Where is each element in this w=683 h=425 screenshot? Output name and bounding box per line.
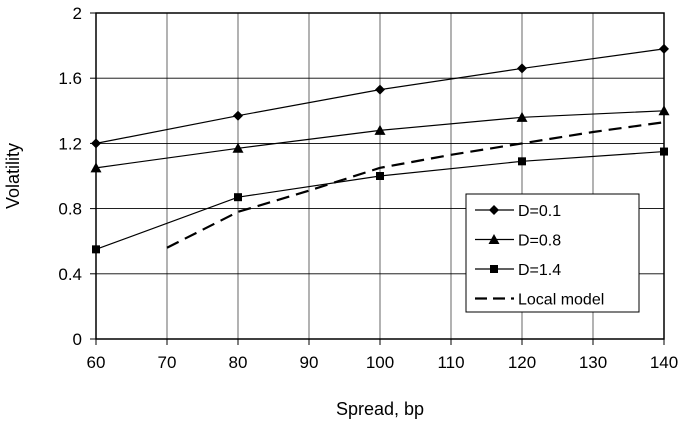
series-line-local-model — [166, 121, 665, 249]
data-point-d-0-1 — [517, 63, 527, 74]
data-point-d-0-8 — [658, 105, 670, 116]
data-point-d-1-4 — [518, 157, 526, 166]
y-tick-label: 0.4 — [58, 265, 82, 284]
x-tick-label: 70 — [158, 353, 177, 372]
series-markers — [90, 43, 670, 254]
legend-label-local-model: Local model — [518, 292, 604, 309]
data-point-d-0-1 — [91, 138, 101, 149]
y-tick-label: 0.8 — [58, 200, 82, 219]
legend-label-d-0-8: D=0.8 — [518, 233, 561, 250]
y-tick-label: 0 — [73, 330, 82, 349]
data-point-d-1-4 — [376, 172, 384, 180]
legend-label-d-0-1: D=0.1 — [518, 203, 561, 220]
legend: D=0.1 D=0.8 D=1.4 Local model — [465, 193, 640, 313]
y-tick-label: 2 — [73, 4, 82, 23]
axis-ticks: 60 70 80 90 100 110 120 130 140 0 0.4 0.8 1.2 1.6 2 — [58, 4, 678, 372]
x-tick-label: 130 — [579, 353, 607, 372]
legend-marker-d-0-1 — [489, 205, 499, 215]
data-point-d-0-8 — [516, 111, 528, 122]
x-tick-label: 100 — [366, 353, 394, 372]
x-axis-title: Spread, bp — [336, 399, 424, 419]
x-tick-label: 140 — [650, 353, 678, 372]
x-tick-label: 60 — [87, 353, 106, 372]
data-point-d-1-4 — [660, 147, 668, 156]
x-tick-label: 90 — [300, 353, 319, 372]
data-point-d-1-4 — [92, 245, 100, 254]
x-tick-label: 120 — [508, 353, 536, 372]
legend-marker-d-0-8 — [488, 234, 500, 244]
data-point-d-1-4 — [234, 193, 242, 202]
y-axis-title: Volatility — [3, 143, 23, 209]
y-tick-label: 1.6 — [58, 69, 82, 88]
data-point-d-0-1 — [659, 43, 669, 54]
data-point-d-0-8 — [374, 124, 386, 135]
data-point-d-0-8 — [90, 162, 102, 173]
x-tick-label: 110 — [437, 353, 464, 372]
legend-label-d-1-4: D=1.4 — [518, 262, 561, 279]
data-point-d-0-1 — [233, 110, 243, 121]
y-tick-label: 1.2 — [58, 134, 82, 153]
data-point-d-0-1 — [375, 84, 385, 95]
data-point-d-0-8 — [232, 142, 244, 153]
x-tick-label: 80 — [229, 353, 248, 372]
legend-marker-d-1-4 — [490, 265, 498, 273]
